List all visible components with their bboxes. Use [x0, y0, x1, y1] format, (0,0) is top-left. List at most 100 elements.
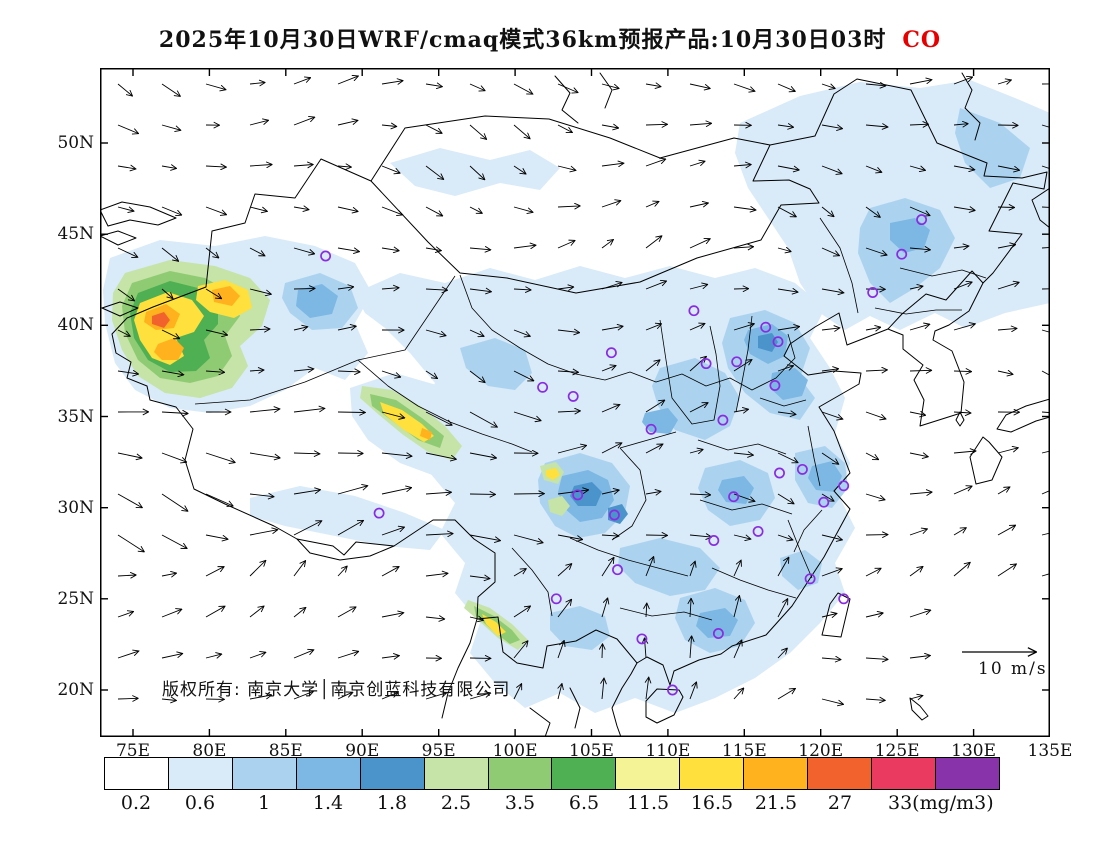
wind-arrow [117, 651, 139, 659]
station-marker [320, 250, 332, 262]
province-border [819, 217, 859, 314]
wind-arrow [601, 283, 622, 290]
wind-arrow [953, 563, 970, 577]
lat-tick-label: 20N [57, 680, 94, 700]
wind-arrow [337, 607, 356, 618]
wind-arrow [381, 453, 412, 456]
province-border [787, 519, 813, 579]
wind-arrow [161, 371, 184, 375]
wind-arrow [821, 165, 842, 174]
wind-arrow [469, 206, 482, 213]
wind-arrow [469, 289, 491, 292]
wind-arrow [1041, 573, 1050, 577]
wind-arrow [161, 452, 187, 462]
wind-arrow [865, 411, 886, 419]
wind-arrow [293, 78, 310, 85]
contour-fill-region [420, 428, 432, 440]
wind-arrow [469, 693, 491, 700]
station-marker [667, 684, 678, 696]
wind-arrow [205, 371, 224, 372]
wind-arrow [469, 165, 485, 180]
wind-arrow [602, 644, 603, 659]
wind-arrow [733, 640, 742, 659]
wind-arrow [381, 370, 401, 377]
station-marker [537, 381, 549, 393]
wind-arrow [821, 84, 835, 88]
wind-arrow [733, 83, 755, 91]
station-marker [896, 248, 908, 260]
station-marker [712, 628, 724, 639]
wind-arrow [381, 206, 403, 215]
wind-arrow [205, 206, 226, 215]
indochina-line [569, 687, 581, 729]
wind-arrow [425, 693, 447, 700]
map-frame [100, 68, 1050, 737]
colorbar-tick-label: 11.5 [626, 792, 670, 814]
colorbar-tick-label: 0.2 [120, 792, 152, 814]
wind-arrow [865, 327, 881, 330]
wind-arrow [161, 493, 188, 511]
contour-fill-region [152, 312, 170, 328]
colorbar-cell [872, 758, 936, 789]
station-marker [645, 423, 657, 435]
wind-arrow [117, 493, 142, 508]
colorbar-cell [935, 758, 999, 789]
lon-tick-label: 75E [115, 741, 151, 761]
wind-arrow [953, 77, 972, 85]
wind-arrow [997, 282, 1019, 290]
colorbar-tick-label: 1 [257, 792, 271, 814]
wind-arrow [909, 80, 932, 85]
wind-arrow [689, 682, 696, 700]
wind-arrow [1041, 490, 1050, 495]
wind-arrow [205, 654, 222, 658]
wind-arrow [337, 166, 351, 167]
province-border [575, 333, 796, 391]
wind-arrow [645, 84, 661, 87]
station-marker [605, 347, 617, 359]
wind-arrow [381, 527, 404, 536]
wind-arrow [733, 409, 748, 412]
wind-arrow [733, 560, 741, 577]
wind-arrow [469, 617, 483, 620]
wind-arrow [953, 166, 975, 170]
wind-arrow [557, 411, 580, 412]
wind-arrow [777, 165, 799, 170]
station-markers-layer [320, 214, 928, 696]
wind-arrow [381, 567, 399, 577]
wind-arrow [117, 698, 138, 699]
wind-arrow [689, 239, 710, 249]
colorbar-cell [105, 758, 169, 789]
wind-arrow [777, 206, 796, 217]
station-marker [688, 305, 700, 317]
wind-arrow [293, 288, 315, 289]
wind-arrow [293, 165, 313, 167]
wind-arrow [469, 248, 491, 250]
wind-arrow [469, 124, 486, 139]
river-line [961, 72, 981, 141]
province-border [793, 509, 823, 553]
nepal-border [296, 538, 395, 561]
wind-arrow [821, 534, 842, 540]
wind-arrow [425, 617, 445, 619]
wind-arrow [205, 606, 225, 618]
station-marker [700, 358, 712, 370]
wind-arrow [117, 371, 138, 374]
province-border [611, 447, 647, 541]
station-marker [731, 356, 743, 368]
wind-arrow [733, 688, 744, 700]
colorbar-cell [744, 758, 809, 789]
wind-arrow [513, 245, 536, 248]
wind-arrow [513, 569, 526, 577]
wind-arrow [337, 651, 359, 659]
wind-arrow [777, 452, 798, 463]
wind-arrows-layer [117, 76, 1050, 704]
wind-arrow [821, 125, 842, 129]
wind-arrow [249, 530, 278, 536]
lon-tick-label: 125E [874, 741, 920, 761]
lon-tick-label: 80E [192, 741, 227, 761]
wind-arrow [909, 656, 930, 659]
wind-arrow [293, 490, 320, 495]
contour-fill-region [548, 496, 570, 516]
wind-arrow [117, 329, 130, 336]
wind-arrow [425, 84, 442, 87]
